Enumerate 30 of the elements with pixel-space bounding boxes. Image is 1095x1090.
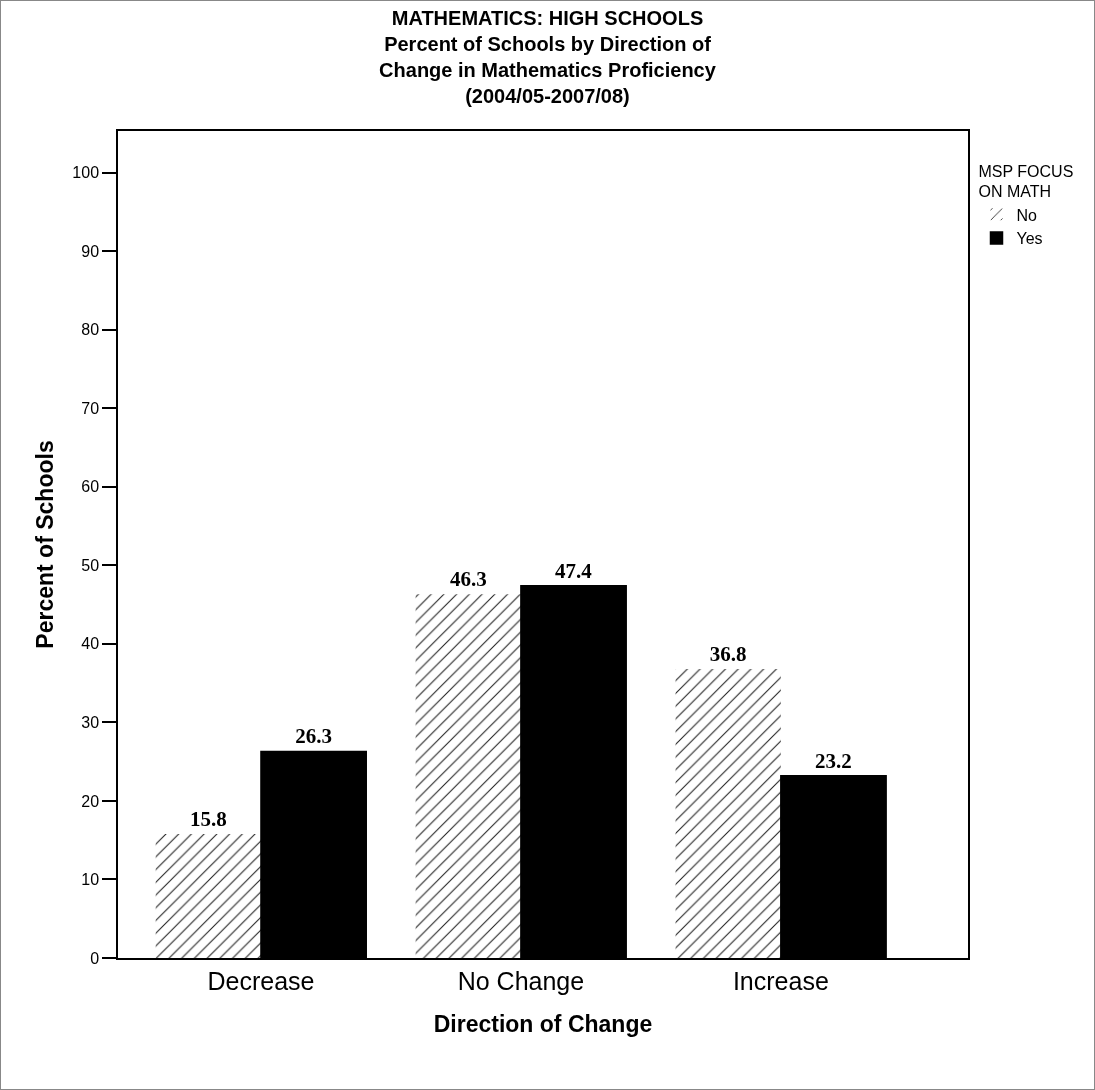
y-tick-label: 70 [81, 399, 100, 417]
data-label: 47.4 [554, 558, 593, 583]
y-tick-label: 100 [72, 164, 100, 182]
x-tick-label: Increase [732, 966, 829, 995]
y-tick-label: 10 [81, 871, 100, 889]
y-tick-label: 50 [81, 556, 100, 574]
legend-label: Yes [1016, 230, 1043, 248]
data-label: 36.8 [709, 641, 747, 666]
y-tick-label: 30 [81, 713, 100, 731]
legend-title: MSP FOCUS ON MATH [978, 162, 1074, 201]
data-label: 15.8 [189, 806, 227, 831]
x-axis-title: Direction of Change [433, 1010, 653, 1037]
text: No [1016, 206, 1038, 224]
x-tick-label: Decrease [207, 966, 315, 995]
data-label: 26.3 [295, 724, 332, 749]
y-tick-label: 80 [81, 321, 100, 339]
y-axis-title: Percent of Schools [32, 440, 59, 649]
data-label: 46.3 [449, 567, 487, 592]
x-tick-label: No Change [457, 966, 585, 995]
y-tick-label: 60 [81, 478, 100, 496]
bar [415, 594, 521, 958]
y-tick-label: 20 [81, 792, 100, 810]
bar [155, 833, 261, 958]
bar [675, 668, 781, 958]
y-tick-label: 40 [81, 635, 100, 653]
chart-subtitle: Percent of Schools by Direction of Change in Mathematics Proficiency (2004/05-2007/08) [379, 33, 717, 107]
y-tick-label: 0 [90, 949, 100, 967]
data-label: 23.2 [815, 748, 852, 773]
y-tick-label: 90 [81, 242, 100, 260]
chart-title: MATHEMATICS: HIGH SCHOOLS [391, 7, 704, 29]
